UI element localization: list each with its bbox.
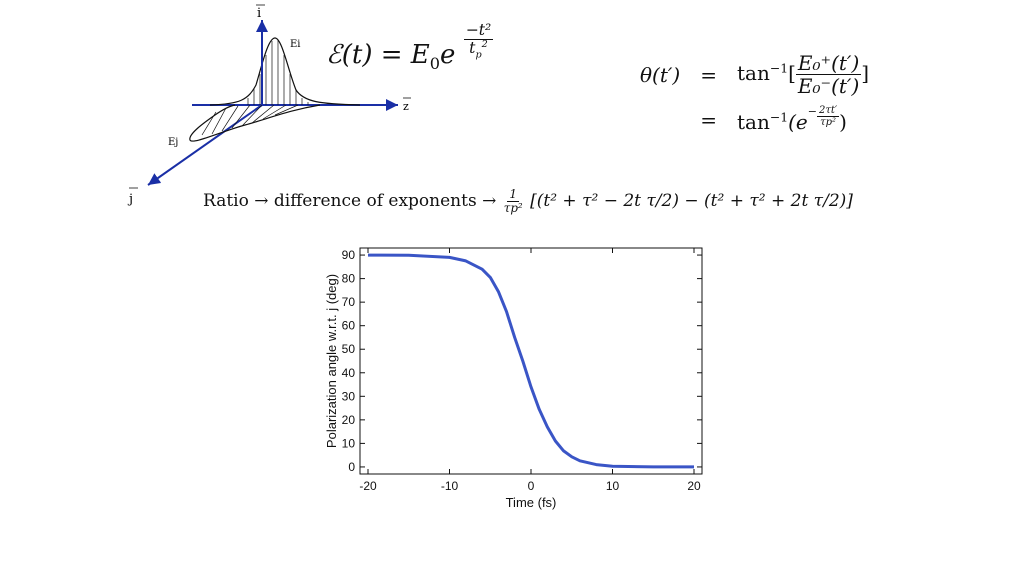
z-axis-label: z xyxy=(403,100,409,113)
ratio-fraction: 1 τp² xyxy=(503,187,523,216)
j-axis-label: j xyxy=(127,192,133,207)
polarization-chart: 0 10 20 30 40 50 60 70 80 90 -20 -10 0 10 20 Time (fs… xyxy=(324,247,703,510)
x-tick-label: 20 xyxy=(687,479,701,493)
theta-equations: θ(t′) = tan−1[E₀⁺(t′) E₀⁻(t′)] = tan−1(e−… xyxy=(630,48,879,138)
y-tick-label: 30 xyxy=(342,389,356,403)
y-axis-label: Polarization angle w.r.t. j (deg) xyxy=(324,274,339,448)
series-line xyxy=(367,253,694,469)
theta-ratio-fraction: E₀⁺(t′) E₀⁻(t′) xyxy=(795,51,862,98)
y-tick-label: 50 xyxy=(342,342,356,356)
plot-frame xyxy=(359,247,703,475)
ej-pulse-curve xyxy=(189,104,321,142)
y-tick-label: 20 xyxy=(342,413,356,427)
x-tick-label: 10 xyxy=(606,479,620,493)
i-axis-label: i xyxy=(257,6,261,21)
y-tick-label: 40 xyxy=(342,366,356,380)
x-axis-label: Time (fs) xyxy=(506,495,557,510)
j-axis xyxy=(147,104,263,186)
y-tick-label: 90 xyxy=(342,248,356,262)
field-formula: ℰ(t) = E0e −t² tp2 xyxy=(326,21,494,74)
pulse-diagram: i z j Ei Ej xyxy=(127,4,411,207)
y-tick-label: 70 xyxy=(342,295,356,309)
x-tick-label: 0 xyxy=(528,479,535,493)
theta-lhs: θ(t′) xyxy=(640,62,681,87)
exponent-fraction: −t² tp2 xyxy=(463,21,494,61)
y-tick-label: 60 xyxy=(342,319,356,333)
y-tick-label: 0 xyxy=(348,460,355,474)
y-tick-label: 10 xyxy=(342,436,356,450)
x-tick-label: -20 xyxy=(359,479,377,493)
ei-pulse-curve xyxy=(209,37,361,106)
ej-hatching xyxy=(201,104,299,136)
theta-exponent-fraction: 2τt′ τp² xyxy=(816,105,840,128)
ei-hatching xyxy=(247,40,309,105)
ej-label: Ej xyxy=(168,137,178,148)
y-tick-label: 80 xyxy=(342,272,356,286)
x-tick-label: -10 xyxy=(441,479,459,493)
ratio-statement: Ratio → difference of exponents → 1 τp² [… xyxy=(203,187,853,216)
ei-label: Ei xyxy=(290,39,301,50)
